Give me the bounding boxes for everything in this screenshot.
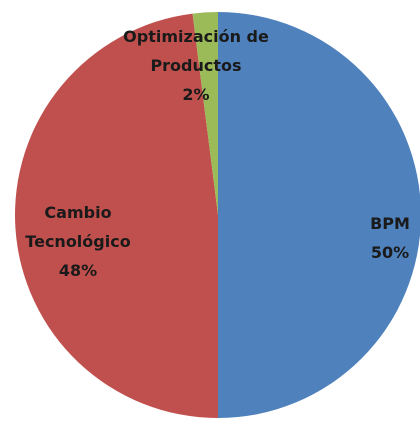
value-label: 50% (370, 243, 410, 262)
category-label: Optimización de Productos (123, 27, 269, 75)
pie-slice (14, 13, 219, 419)
slice-label: Cambio Tecnológico 48% (18, 198, 138, 285)
category-label: BPM (370, 214, 410, 233)
value-label: 2% (182, 85, 210, 104)
category-label: Cambio Tecnológico (25, 203, 131, 251)
slice-label: BPM 50% (360, 209, 420, 267)
slice-label: Optimización de Productos 2% (116, 22, 276, 109)
value-label: 48% (58, 261, 98, 280)
pie-slice (192, 12, 218, 215)
pie-slice (218, 12, 420, 418)
